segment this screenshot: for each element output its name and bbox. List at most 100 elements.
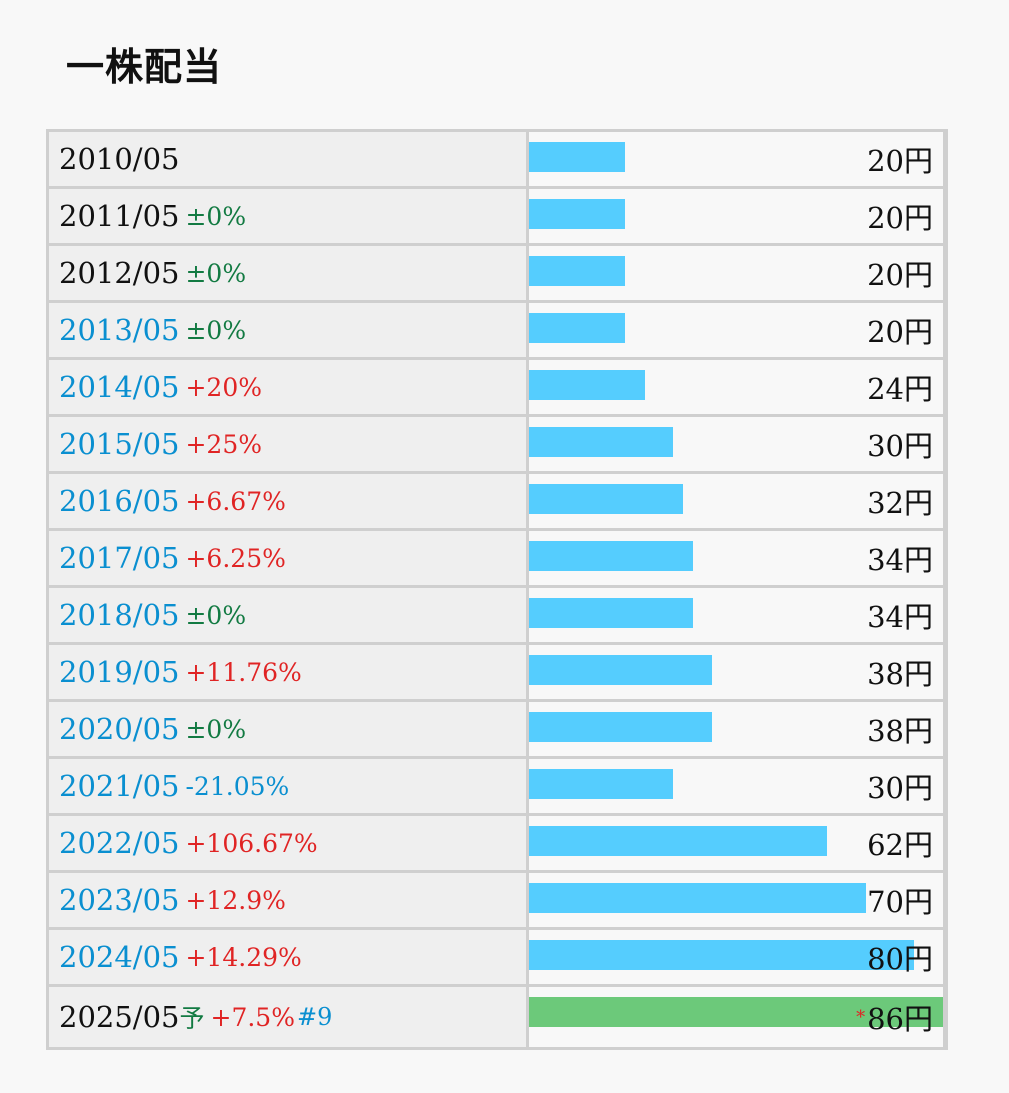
change-percent: +6.67% <box>185 486 286 516</box>
dividend-value: 30円 <box>867 417 933 471</box>
change-percent: +12.9% <box>185 885 286 915</box>
year-cell: 2014/05 +20% <box>49 360 526 414</box>
table-row: 2016/05 +6.67% 32円 <box>49 474 945 528</box>
table-row: 2023/05 +12.9% 70円 <box>49 873 945 927</box>
dividend-bar <box>529 142 625 172</box>
bar-cell: 20円 <box>529 189 943 243</box>
dividend-bar <box>529 826 827 856</box>
dividend-bar <box>529 598 693 628</box>
dividend-value: 20円 <box>867 132 933 186</box>
bar-cell: 34円 <box>529 531 943 585</box>
forecast-dividend-bar <box>529 997 943 1027</box>
change-percent: ±0% <box>185 258 247 288</box>
year-cell: 2024/05 +14.29% <box>49 930 526 984</box>
year-link[interactable]: 2020/05 <box>59 712 180 746</box>
dividend-value: 30円 <box>867 759 933 813</box>
table-row: 2021/05 -21.05% 30円 <box>49 759 945 813</box>
dividend-value: 20円 <box>867 303 933 357</box>
dividend-value-label: 70円 <box>867 885 933 919</box>
dividend-value: 38円 <box>867 702 933 756</box>
table-row: 2017/05 +6.25% 34円 <box>49 531 945 585</box>
forecast-mark: 予 <box>179 1004 205 1033</box>
year-link[interactable]: 2022/05 <box>59 826 180 860</box>
dividend-value-label: 20円 <box>867 258 933 292</box>
year-link[interactable]: 2024/05 <box>59 940 180 974</box>
year-cell: 2019/05 +11.76% <box>49 645 526 699</box>
bar-cell: 34円 <box>529 588 943 642</box>
year-cell: 2023/05 +12.9% <box>49 873 526 927</box>
year-label: 2011/05 <box>59 199 180 233</box>
year-cell: 2025/05 予 +7.5% #9 <box>49 987 526 1047</box>
dividend-bar <box>529 256 625 286</box>
bar-cell: * 86円 <box>529 987 943 1047</box>
page-title: 一株配当 <box>66 44 223 89</box>
dividend-value-label: 30円 <box>867 771 933 805</box>
bar-cell: 30円 <box>529 417 943 471</box>
table-row: 2025/05 予 +7.5% #9 * 86円 <box>49 987 945 1047</box>
table-row: 2018/05 ±0% 34円 <box>49 588 945 642</box>
year-cell: 2017/05 +6.25% <box>49 531 526 585</box>
footnote-link[interactable]: #9 <box>296 1003 333 1031</box>
year-link[interactable]: 2014/05 <box>59 370 180 404</box>
dividend-value-label: 34円 <box>867 600 933 634</box>
year-link[interactable]: 2019/05 <box>59 655 180 689</box>
dividend-value-label: 86円 <box>867 1002 933 1036</box>
year-cell: 2018/05 ±0% <box>49 588 526 642</box>
change-percent: ±0% <box>185 201 247 231</box>
dividend-value: 32円 <box>867 474 933 528</box>
dividend-value: 20円 <box>867 189 933 243</box>
table-row: 2019/05 +11.76% 38円 <box>49 645 945 699</box>
year-cell: 2010/05 <box>49 132 526 186</box>
dividend-value: 70円 <box>867 873 933 927</box>
dividend-value-label: 24円 <box>867 372 933 406</box>
dividend-value: * 86円 <box>856 987 933 1047</box>
dividend-table: 2010/05 20円 2011/05 ±0% 20円 2012/05 ±0% 20円 2013… <box>46 129 948 1050</box>
dividend-value-label: 20円 <box>867 144 933 178</box>
year-link[interactable]: 2023/05 <box>59 883 180 917</box>
bar-cell: 62円 <box>529 816 943 870</box>
dividend-value-label: 20円 <box>867 201 933 235</box>
bar-cell: 32円 <box>529 474 943 528</box>
year-link[interactable]: 2017/05 <box>59 541 180 575</box>
dividend-bar <box>529 883 866 913</box>
year-link[interactable]: 2018/05 <box>59 598 180 632</box>
year-cell: 2011/05 ±0% <box>49 189 526 243</box>
change-percent: +106.67% <box>185 828 318 858</box>
year-label: 2025/05 <box>59 1000 180 1034</box>
year-cell: 2016/05 +6.67% <box>49 474 526 528</box>
dividend-bar <box>529 769 673 799</box>
dividend-value-label: 32円 <box>867 486 933 520</box>
dividend-bar <box>529 427 673 457</box>
dividend-value-label: 80円 <box>867 942 933 976</box>
year-cell: 2020/05 ±0% <box>49 702 526 756</box>
dividend-bar <box>529 655 712 685</box>
year-cell: 2022/05 +106.67% <box>49 816 526 870</box>
year-link[interactable]: 2013/05 <box>59 313 180 347</box>
dividend-value: 20円 <box>867 246 933 300</box>
dividend-bar <box>529 313 625 343</box>
year-link[interactable]: 2021/05 <box>59 769 180 803</box>
dividend-value-label: 38円 <box>867 657 933 691</box>
dividend-value: 34円 <box>867 531 933 585</box>
year-link[interactable]: 2016/05 <box>59 484 180 518</box>
change-percent: -21.05% <box>185 771 290 801</box>
dividend-value-label: 62円 <box>867 828 933 862</box>
table-row: 2013/05 ±0% 20円 <box>49 303 945 357</box>
estimate-asterisk: * <box>856 1006 866 1028</box>
table-row: 2024/05 +14.29% 80円 <box>49 930 945 984</box>
bar-cell: 20円 <box>529 132 943 186</box>
year-label: 2010/05 <box>59 142 180 176</box>
change-percent: +11.76% <box>185 657 302 687</box>
dividend-bar <box>529 484 683 514</box>
dividend-bar <box>529 541 693 571</box>
year-link[interactable]: 2015/05 <box>59 427 180 461</box>
change-percent: +25% <box>185 429 262 459</box>
table-row: 2015/05 +25% 30円 <box>49 417 945 471</box>
bar-cell: 38円 <box>529 702 943 756</box>
bar-cell: 24円 <box>529 360 943 414</box>
change-percent: ±0% <box>185 600 247 630</box>
bar-cell: 38円 <box>529 645 943 699</box>
year-cell: 2012/05 ±0% <box>49 246 526 300</box>
year-cell: 2015/05 +25% <box>49 417 526 471</box>
change-percent: ±0% <box>185 315 247 345</box>
